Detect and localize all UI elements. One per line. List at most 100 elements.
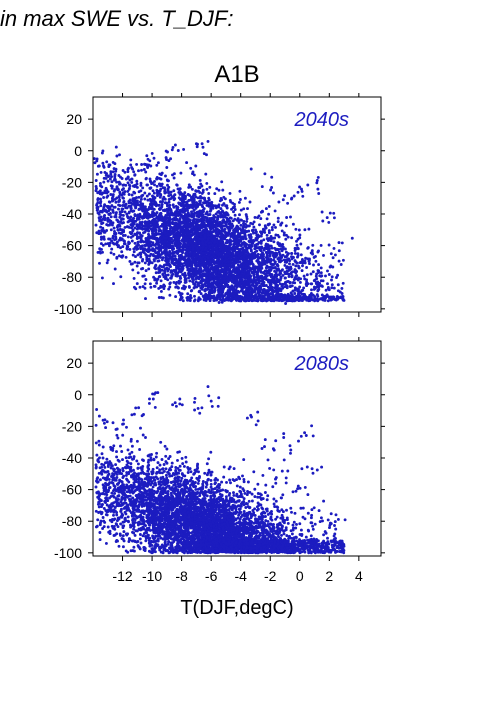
data-point	[233, 208, 237, 211]
data-point	[103, 213, 107, 217]
data-point	[116, 224, 120, 228]
data-point	[274, 293, 278, 296]
data-point	[98, 181, 102, 185]
data-point	[127, 187, 131, 191]
data-point	[298, 285, 302, 289]
data-point	[151, 226, 155, 230]
data-point	[129, 158, 133, 162]
data-point	[115, 241, 119, 245]
data-point	[319, 274, 323, 278]
data-point	[312, 263, 315, 267]
data-point	[215, 264, 219, 268]
data-point	[177, 270, 181, 273]
data-point	[108, 207, 112, 211]
data-point	[123, 239, 126, 243]
data-point	[126, 181, 130, 185]
data-point	[319, 243, 323, 247]
data-point	[197, 189, 200, 193]
data-point	[258, 263, 262, 267]
data-point	[193, 294, 196, 298]
data-point	[200, 287, 204, 291]
data-point	[147, 257, 151, 261]
data-point	[185, 214, 189, 217]
data-point	[183, 273, 187, 277]
data-point	[151, 194, 154, 198]
data-point	[199, 250, 203, 254]
data-point	[122, 196, 125, 200]
data-point	[158, 172, 162, 176]
data-point	[185, 265, 189, 269]
data-point	[288, 267, 292, 271]
data-point	[203, 236, 207, 239]
data-point	[143, 191, 147, 195]
data-point	[219, 197, 223, 200]
data-point	[243, 283, 247, 287]
data-point	[226, 239, 230, 243]
data-point	[220, 257, 224, 261]
data-point	[264, 226, 268, 230]
data-point	[147, 267, 151, 271]
data-point	[229, 200, 233, 204]
data-point	[122, 221, 125, 225]
data-point	[233, 205, 236, 209]
data-point	[238, 282, 242, 286]
data-point	[267, 212, 271, 216]
data-point	[143, 227, 147, 231]
data-point	[195, 210, 199, 214]
data-point	[127, 242, 131, 246]
data-point	[267, 249, 270, 253]
data-point	[132, 216, 135, 220]
data-point	[113, 205, 117, 209]
data-point	[137, 195, 141, 199]
data-point	[147, 212, 151, 216]
data-point	[219, 298, 223, 302]
data-point	[246, 207, 249, 211]
data-point	[119, 275, 123, 279]
data-point	[174, 295, 178, 299]
data-point	[281, 242, 285, 246]
data-point	[262, 248, 266, 252]
data-point	[155, 211, 159, 215]
data-point	[109, 211, 112, 215]
data-point	[145, 254, 149, 258]
data-point	[250, 292, 254, 296]
data-point	[340, 286, 344, 290]
data-point	[270, 228, 274, 232]
data-point	[194, 277, 198, 281]
data-point	[114, 145, 118, 149]
data-point	[245, 219, 249, 223]
data-point	[277, 250, 281, 254]
data-point	[109, 172, 113, 176]
data-point	[317, 263, 321, 267]
data-point	[194, 195, 198, 199]
data-point	[212, 259, 216, 263]
data-point	[166, 273, 170, 277]
data-point	[189, 289, 193, 293]
data-point	[301, 264, 304, 268]
data-point	[228, 268, 232, 271]
data-point	[331, 265, 335, 269]
data-point	[284, 237, 288, 241]
data-point	[95, 202, 99, 206]
data-point	[291, 289, 295, 293]
data-point	[321, 219, 325, 223]
data-point	[188, 246, 192, 250]
data-point	[110, 247, 114, 251]
data-point	[168, 238, 172, 242]
data-point	[151, 234, 155, 238]
data-point	[329, 252, 333, 256]
data-point	[165, 178, 169, 182]
data-point	[236, 289, 240, 293]
data-point	[110, 196, 114, 200]
data-point	[110, 198, 114, 202]
data-point	[130, 239, 134, 243]
data-point	[192, 209, 196, 212]
data-point	[168, 293, 172, 297]
data-point	[247, 255, 251, 259]
data-point	[168, 226, 172, 230]
data-point	[257, 261, 260, 265]
data-point	[102, 205, 106, 209]
data-point	[310, 288, 313, 292]
data-point	[200, 226, 204, 230]
data-point	[164, 174, 167, 178]
